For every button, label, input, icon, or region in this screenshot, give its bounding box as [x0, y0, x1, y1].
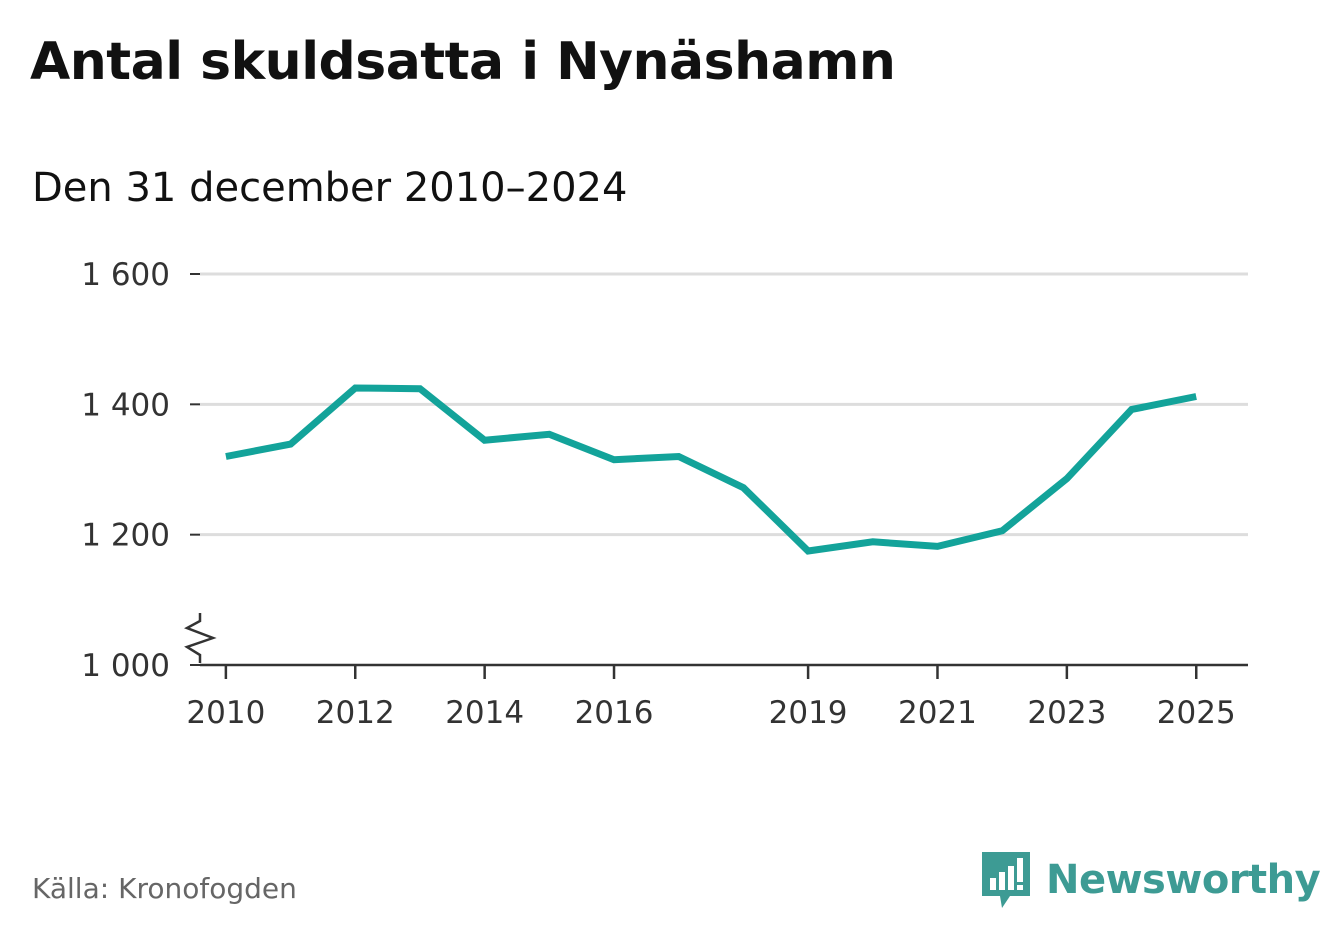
x-tick-label: 2010	[186, 695, 265, 731]
y-tick-label: 1 600	[81, 257, 170, 293]
x-tick-label: 2012	[316, 695, 395, 731]
newsworthy-logo-icon	[982, 852, 1030, 908]
y-tick-label: 1 000	[81, 648, 170, 684]
y-axis-break-icon	[184, 613, 217, 663]
source-note: Källa: Kronofogden	[32, 872, 297, 905]
x-tick-label: 2016	[575, 695, 654, 731]
brand-logo: Newsworthy	[980, 850, 1321, 910]
x-tick-label: 2025	[1157, 695, 1236, 731]
x-tick-label: 2021	[898, 695, 977, 731]
brand-name: Newsworthy	[1046, 857, 1321, 903]
chart-subtitle: Den 31 december 2010–2024	[32, 165, 628, 211]
chart-title: Antal skuldsatta i Nynäshamn	[30, 32, 896, 92]
line-chart: 1 000 1 200 1 400 1 600 2010 2012 2014 2016 2019…	[81, 257, 1248, 731]
x-tick-label: 2019	[769, 695, 848, 731]
x-tick-label: 2023	[1027, 695, 1106, 731]
gridlines	[200, 272, 1248, 537]
y-tick-label: 1 400	[81, 387, 170, 423]
series-line	[225, 384, 1197, 555]
tick-labels: 1 000 1 200 1 400 1 600 2010 2012 2014 2016 2019…	[81, 257, 1235, 731]
axes	[184, 273, 1248, 679]
series	[225, 384, 1197, 555]
y-tick-label: 1 200	[81, 518, 170, 554]
x-tick-label: 2014	[445, 695, 524, 731]
